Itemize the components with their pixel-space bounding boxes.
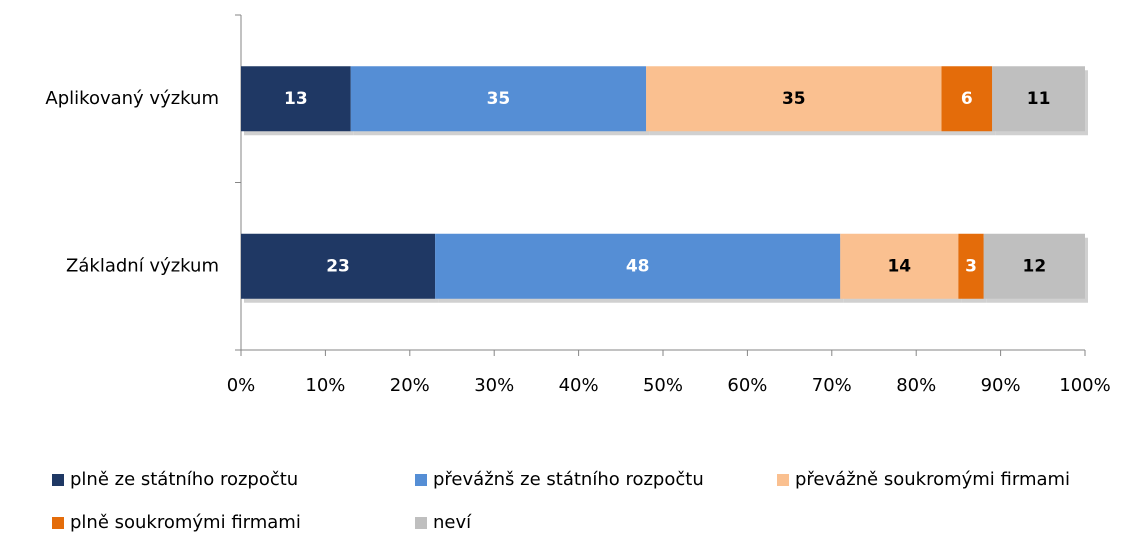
data-label: 14 <box>887 256 911 276</box>
bar-segment <box>435 233 841 299</box>
data-label: 11 <box>1027 89 1051 109</box>
x-tick-label: 60% <box>727 375 767 396</box>
legend-label: převážnš ze státního rozpočtu <box>433 469 704 490</box>
data-label: 48 <box>626 256 650 276</box>
legend-swatch <box>415 517 427 529</box>
data-label: 12 <box>1023 256 1047 276</box>
x-tick-label: 10% <box>305 375 345 396</box>
bar-segment <box>350 66 647 132</box>
data-label: 3 <box>965 256 977 276</box>
legend-label: neví <box>433 512 472 533</box>
bar-segment <box>992 66 1085 132</box>
x-tick-label: 90% <box>981 375 1021 396</box>
data-label: 6 <box>961 89 973 109</box>
data-label: 35 <box>782 89 806 109</box>
legend-label: plně ze státního rozpočtu <box>70 469 298 490</box>
x-tick-label: 50% <box>643 375 683 396</box>
data-label: 23 <box>326 256 350 276</box>
x-tick-label: 20% <box>390 375 430 396</box>
bar-segment <box>958 233 984 299</box>
bar-segment <box>241 233 436 299</box>
legend-label: plně soukromými firmami <box>70 512 301 533</box>
legend-swatch <box>777 474 789 486</box>
x-tick-label: 0% <box>227 375 256 396</box>
bar-segment <box>840 233 959 299</box>
x-tick-label: 40% <box>559 375 599 396</box>
data-label: 13 <box>284 89 308 109</box>
bar-segment <box>241 66 351 132</box>
bar-segment <box>646 66 942 132</box>
x-tick-label: 100% <box>1059 375 1110 396</box>
x-tick-label: 30% <box>474 375 514 396</box>
legend-swatch <box>52 474 64 486</box>
category-label: Aplikovaný výzkum <box>45 88 219 109</box>
legend-swatch <box>52 517 64 529</box>
category-label: Základní výzkum <box>66 255 219 276</box>
bar-segment <box>983 233 1085 299</box>
data-label: 35 <box>487 89 511 109</box>
x-tick-label: 70% <box>812 375 852 396</box>
bar-segment <box>941 66 993 132</box>
legend-label: převážně soukromými firmami <box>795 469 1070 490</box>
x-tick-label: 80% <box>896 375 936 396</box>
legend-swatch <box>415 474 427 486</box>
